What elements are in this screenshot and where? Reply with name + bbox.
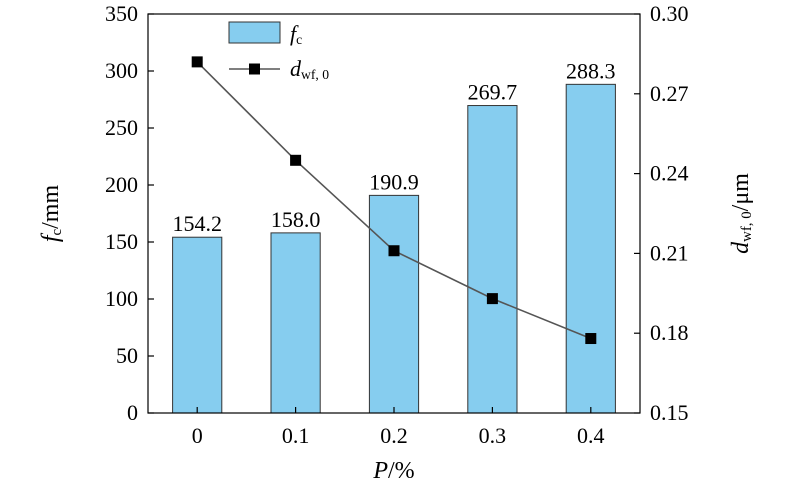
legend-line-marker [249, 63, 260, 75]
x-tick-label: 0 [192, 423, 203, 448]
bar [565, 83, 616, 414]
left-tick-label: 250 [105, 115, 138, 140]
right-tick-label: 0.30 [650, 1, 689, 26]
bar [172, 236, 223, 414]
left-tick-label: 150 [105, 229, 138, 254]
line-point-marker [290, 154, 302, 166]
axis-labels: P/% fc/mm dwf, 0/μm [38, 173, 755, 484]
right-tick-label: 0.21 [650, 240, 689, 265]
bar-value-label: 158.0 [271, 207, 321, 232]
x-tick-label: 0.4 [577, 423, 605, 448]
line-point-marker [388, 245, 400, 257]
right-tick-label: 0.24 [650, 161, 689, 186]
axes: 0 50 100 150 200 250 300 350 0.15 0.18 0.21 0.24 0.2… [105, 1, 689, 448]
line-series [191, 56, 597, 345]
legend: fc dwf, 0 [228, 21, 329, 82]
x-tick-label: 0.3 [479, 423, 507, 448]
line-point-marker [486, 293, 498, 305]
legend-bar-swatch [228, 21, 281, 44]
x-axis-label: P/% [372, 458, 414, 484]
bar-value-label: 269.7 [468, 80, 518, 105]
line-point-marker [585, 333, 597, 345]
left-tick-label: 100 [105, 286, 138, 311]
left-tick-label: 300 [105, 58, 138, 83]
bar-value-label: 288.3 [566, 58, 616, 83]
left-tick-label: 200 [105, 172, 138, 197]
left-tick-label: 350 [105, 1, 138, 26]
bar-value-label: 154.2 [172, 211, 222, 236]
bar-value-label: 190.9 [369, 169, 419, 194]
bar [270, 232, 321, 414]
legend-line-label: dwf, 0 [290, 56, 329, 82]
x-tick-label: 0.1 [282, 423, 310, 448]
left-y-axis-label: fc/mm [38, 185, 65, 243]
left-tick-label: 50 [116, 343, 138, 368]
bar [467, 105, 518, 414]
right-tick-label: 0.27 [650, 81, 689, 106]
line-point-marker [191, 56, 203, 68]
right-tick-label: 0.18 [650, 320, 689, 345]
bar [368, 194, 420, 414]
bar-series: 154.2 158.0 190.9 269.7 288.3 [172, 58, 616, 414]
right-y-axis-label: dwf, 0/μm [728, 173, 755, 254]
x-tick-label: 0.2 [380, 423, 408, 448]
left-tick-label: 0 [127, 400, 138, 425]
legend-bar-label: fc [290, 21, 302, 47]
right-tick-label: 0.15 [650, 400, 689, 425]
